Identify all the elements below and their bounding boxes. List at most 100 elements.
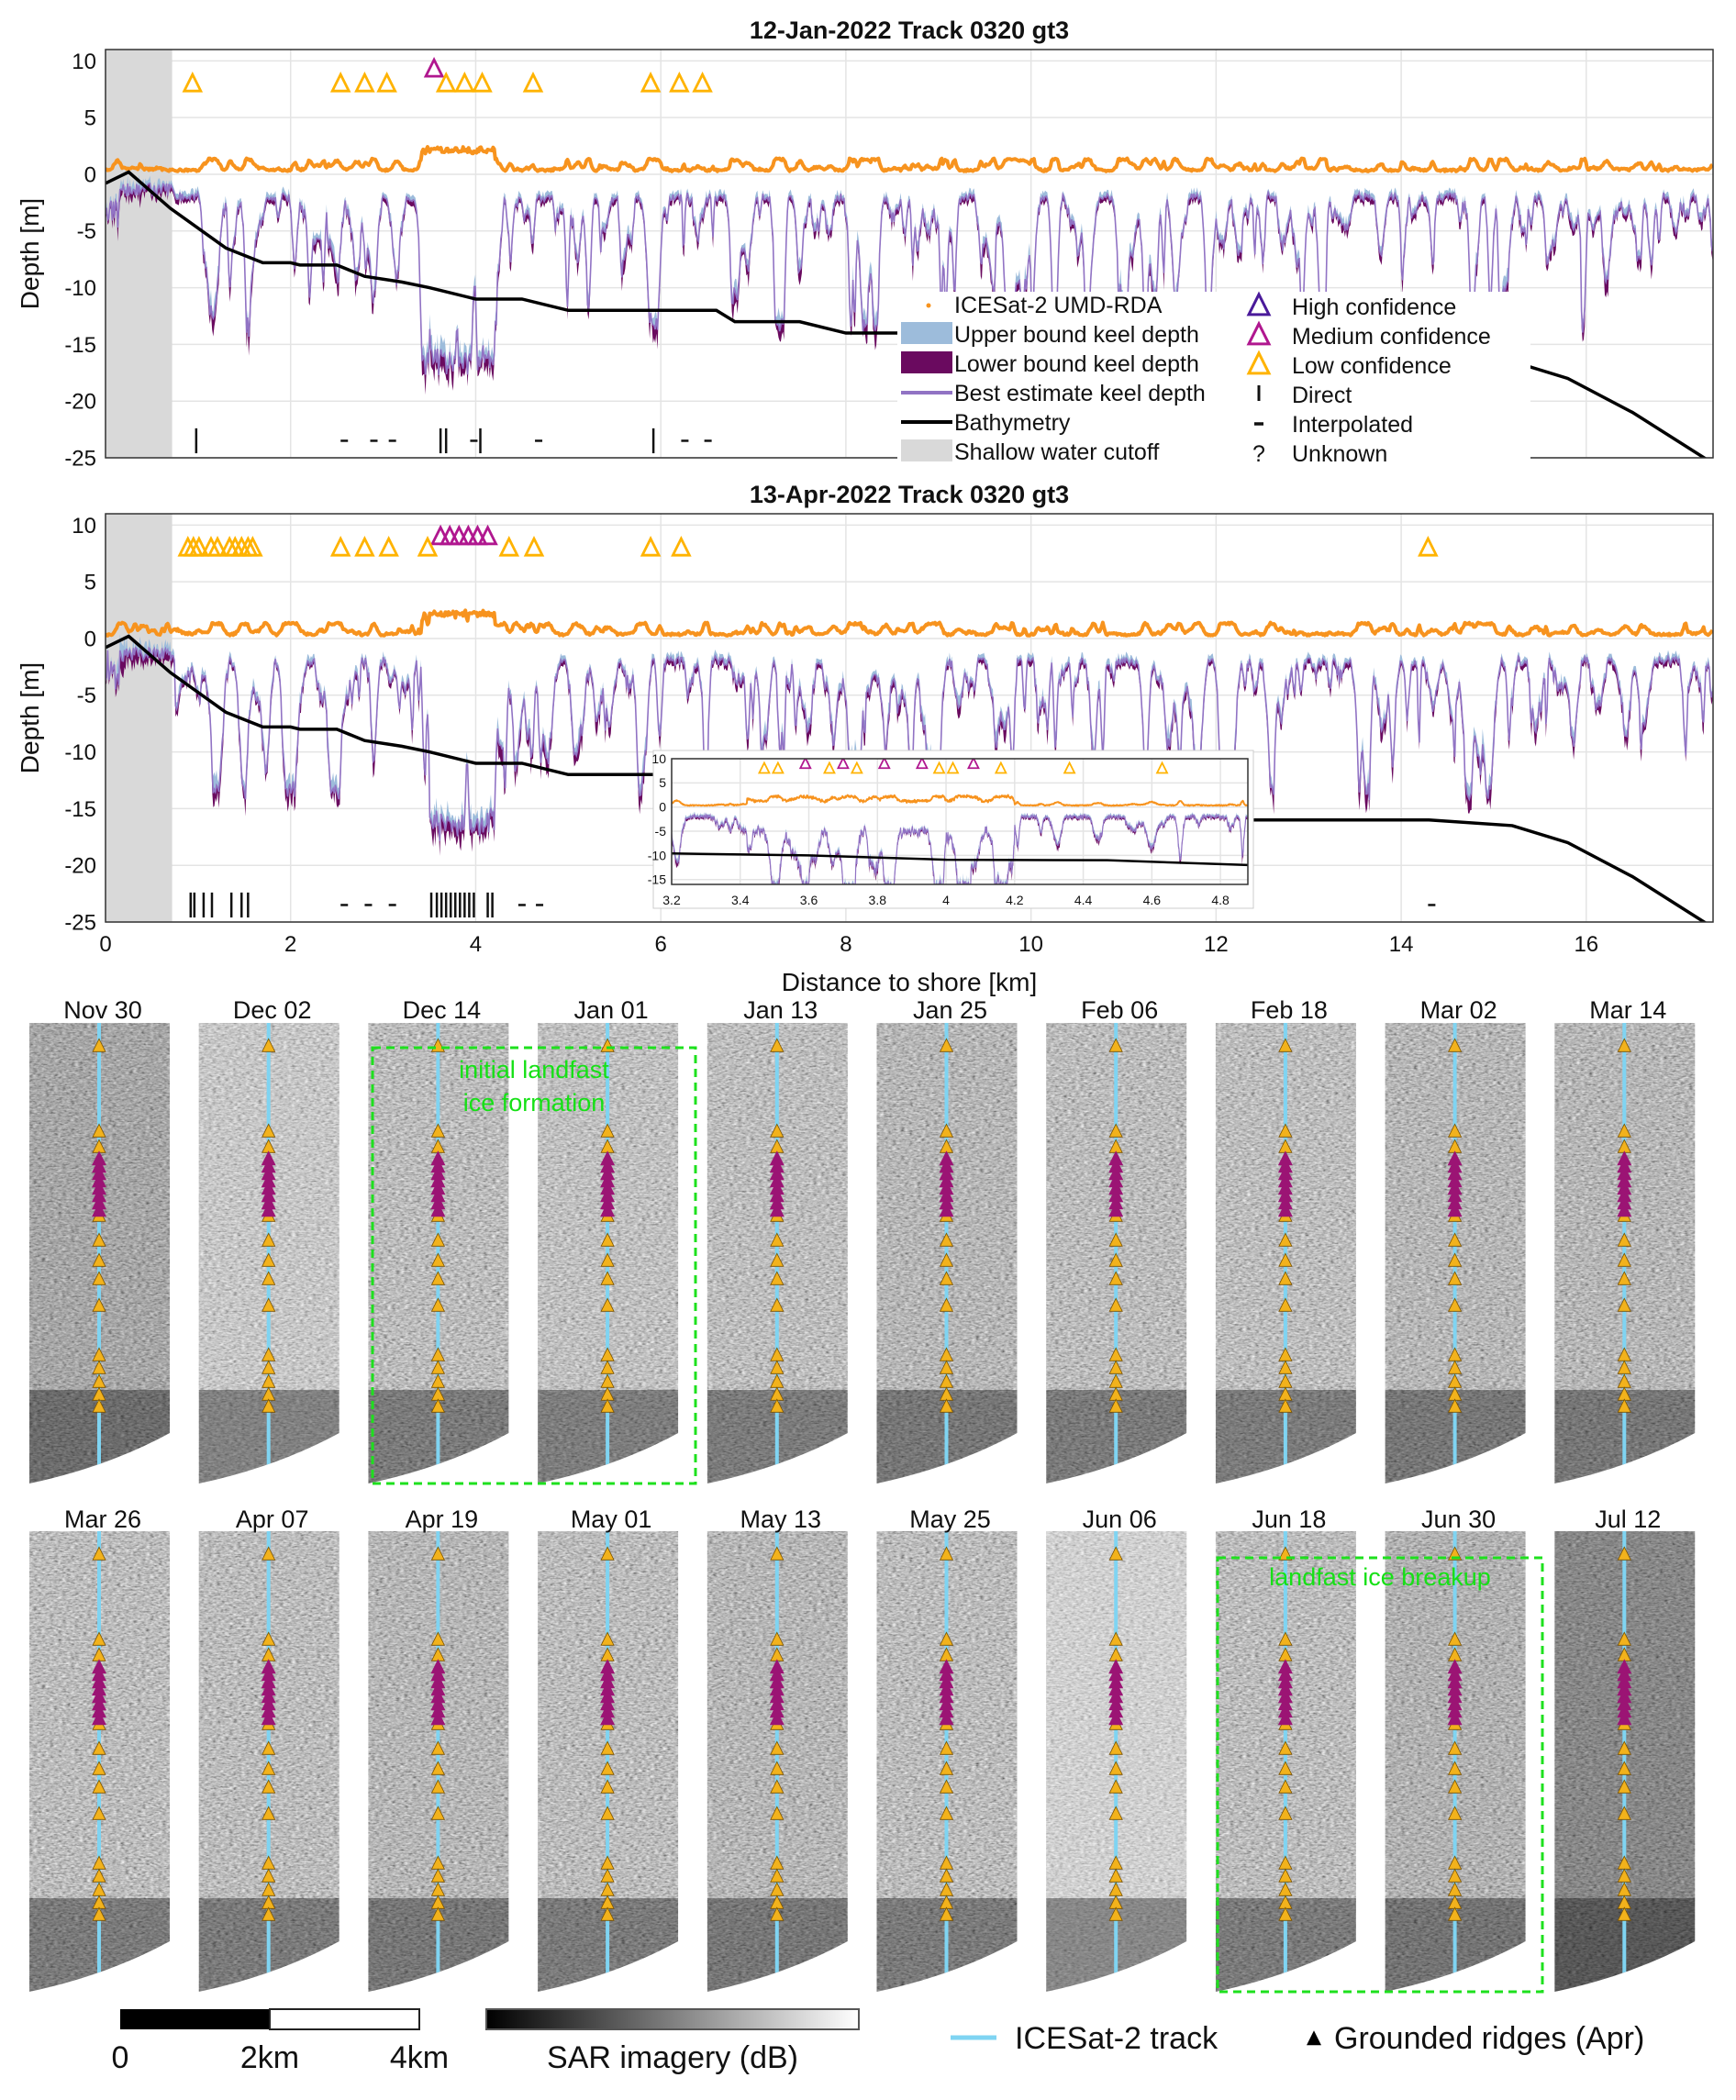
- x-tick-label: 3.4: [731, 893, 750, 907]
- grounded-ridge-low-icon: [92, 1297, 106, 1312]
- colorbar-label: SAR imagery (dB): [547, 2040, 798, 2075]
- grounded-ridge-low-icon: [939, 1232, 954, 1247]
- grounded-ridge-low-icon: [600, 1740, 615, 1755]
- grounded-ridge-low-icon: [600, 1232, 615, 1247]
- grounded-ridge-low-icon: [1617, 1232, 1631, 1247]
- grounded-ridge-medium-icon: [1277, 1202, 1293, 1217]
- unknown-icon: ?: [1252, 441, 1265, 467]
- grounded-ridge-low-icon: [1278, 1779, 1293, 1794]
- grounded-ridge-low-icon: [262, 1761, 276, 1775]
- grounded-ridge-low-icon: [1447, 1779, 1463, 1794]
- grounded-ridge-low-icon: [939, 1398, 954, 1413]
- grounded-ridge-low-icon: [1617, 1868, 1631, 1883]
- grounded-ridge-low-icon: [770, 1631, 785, 1646]
- ridge-marker-low-confidence: [994, 761, 1007, 774]
- grounded-ridge-low-icon: [600, 1297, 615, 1312]
- x-tick-label: 4: [942, 893, 950, 907]
- grounded-ridge-low-icon: [1278, 1398, 1293, 1413]
- ridge-marker-low-confidence: [822, 761, 836, 774]
- y-tick-label: -20: [64, 390, 96, 415]
- grounded-ridge-low-icon: [1447, 1906, 1463, 1921]
- ridge-marker-low-confidence: [757, 761, 771, 774]
- grounded-ridge-low-icon: [262, 1779, 276, 1794]
- grounded-ridge-low-icon: [1108, 1546, 1123, 1561]
- x-tick-label: 10: [1018, 932, 1043, 957]
- grounded-ridge-low-icon: [1108, 1631, 1123, 1646]
- grounded-ridge-low-icon: [939, 1271, 954, 1285]
- grounded-ridge-low-icon: [92, 1906, 106, 1921]
- grounded-ridge-low-icon: [600, 1271, 615, 1285]
- axes-frame: [671, 758, 1249, 885]
- grounded-ridge-low-icon: [1447, 1252, 1463, 1267]
- grounded-ridge-low-icon: [770, 1906, 785, 1921]
- legend-label: Upper bound keel depth: [954, 322, 1199, 348]
- track-legend-label: ICESat-2 track: [1015, 2021, 1219, 2056]
- grounded-ridge-low-icon: [600, 1546, 615, 1561]
- y-tick-label: 5: [84, 571, 96, 595]
- sar-date-label: Jun 18: [1252, 1506, 1326, 1533]
- grounded-ridge-low-icon: [262, 1398, 276, 1413]
- x-tick-label: 16: [1574, 932, 1598, 957]
- grounded-ridge-low-icon: [770, 1271, 785, 1285]
- grounded-ridge-low-icon: [1278, 1906, 1293, 1921]
- grounded-ridge-low-icon: [939, 1740, 954, 1755]
- y-tick-label: -10: [64, 276, 96, 301]
- grounded-ridge-low-icon: [939, 1546, 954, 1561]
- sar-panel: Apr 19: [368, 1506, 509, 1992]
- grounded-ridge-low-icon: [430, 1806, 446, 1820]
- grounded-ridge-low-icon: [1617, 1252, 1631, 1267]
- legend-label: Best estimate keel depth: [954, 381, 1206, 406]
- grounded-ridge-medium-icon: [769, 1202, 785, 1217]
- grounded-ridge-low-icon: [1617, 1123, 1631, 1138]
- grounded-ridge-low-icon: [770, 1038, 785, 1052]
- ridge-marker-low-confidence: [206, 536, 228, 557]
- x-tick-label: 12: [1204, 932, 1229, 957]
- grounded-ridge-low-icon: [1617, 1038, 1631, 1052]
- ridge-marker-low-confidence: [329, 72, 351, 93]
- x-tick-label: 4.2: [1006, 893, 1024, 907]
- grounded-ridge-low-icon: [430, 1761, 446, 1775]
- grounded-ridge-low-icon: [600, 1631, 615, 1646]
- ridge-marker-low-confidence: [1155, 761, 1169, 774]
- ridge-marker-low-confidence: [472, 72, 493, 93]
- icesat2-freeboard-series: [672, 794, 1248, 807]
- grounded-ridge-low-icon: [939, 1038, 954, 1052]
- sar-date-label: Jan 25: [913, 996, 987, 1024]
- legend-swatch-icon: [901, 439, 952, 461]
- grounded-ridge-low-icon: [1447, 1398, 1463, 1413]
- grounded-ridge-low-icon: [92, 1252, 106, 1267]
- ridge-marker-low-confidence: [522, 72, 544, 93]
- formation-annotation: ice formation: [463, 1089, 606, 1117]
- confidence-triangle-icon: [1246, 350, 1272, 375]
- grounded-ridge-medium-icon: [1617, 1710, 1632, 1726]
- legend-label: High confidence: [1292, 294, 1456, 320]
- grounded-ridge-low-icon: [92, 1232, 106, 1247]
- grounded-ridge-low-icon: [1278, 1740, 1293, 1755]
- sar-colorbar: [485, 2008, 860, 2030]
- grounded-ridge-low-icon: [770, 1761, 785, 1775]
- sar-date-label: Dec 02: [233, 996, 312, 1024]
- grounded-ridge-low-icon: [1278, 1252, 1293, 1267]
- ridge-marker-low-confidence: [188, 536, 210, 557]
- y-tick-label: -15: [64, 797, 96, 822]
- y-tick-label: -25: [64, 910, 96, 935]
- grounded-ridge-low-icon: [430, 1297, 446, 1312]
- scale-bar-label: 0: [112, 2040, 129, 2075]
- x-tick-label: 3.2: [662, 893, 681, 907]
- sar-panel: Mar 02: [1385, 996, 1526, 1483]
- sar-panel: Jun 18: [1215, 1506, 1356, 1992]
- grounded-ridge-low-icon: [262, 1038, 276, 1052]
- scale-bar-white: [269, 2008, 420, 2030]
- grounded-ridge-low-icon: [1447, 1297, 1463, 1312]
- sar-date-label: Jan 13: [743, 996, 818, 1024]
- grounded-ridge-low-icon: [1278, 1297, 1293, 1312]
- grounded-ridge-low-icon: [939, 1868, 954, 1883]
- y-tick-label: -10: [648, 848, 666, 862]
- sar-panel: Apr 07: [198, 1506, 339, 1992]
- y-tick-label: -5: [655, 824, 667, 839]
- ridge-marker-low-confidence: [376, 72, 397, 93]
- grounded-ridge-low-icon: [430, 1252, 446, 1267]
- grounded-ridge-medium-icon: [939, 1202, 954, 1217]
- y-tick-label: -5: [77, 683, 96, 708]
- grounded-ridge-low-icon: [1108, 1297, 1123, 1312]
